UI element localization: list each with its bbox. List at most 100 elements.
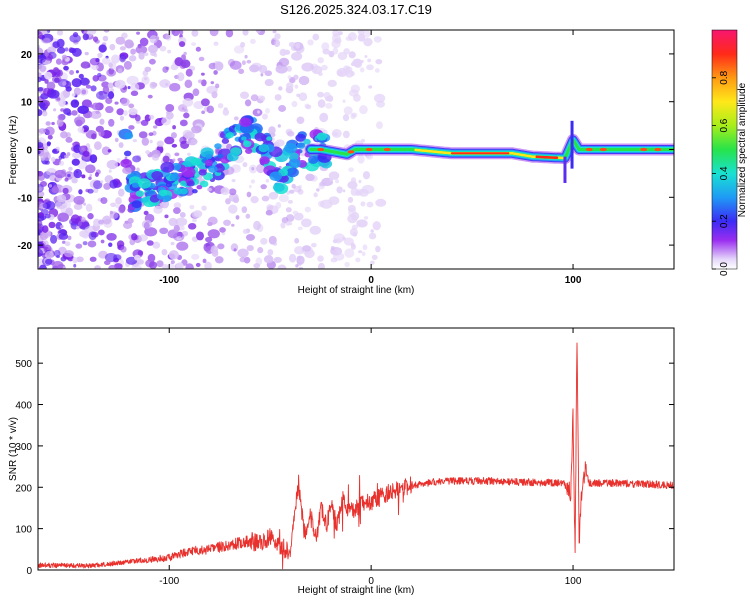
spectrogram-noise-blob (363, 216, 369, 220)
spectrogram-noise-blob (246, 245, 254, 252)
spectrogram-noise-blob (207, 221, 213, 227)
spectrogram-noise-blob (130, 90, 139, 97)
spectrogram-noise-blob (123, 110, 128, 116)
spectrogram-noise-blob (44, 251, 54, 259)
spectrogram-noise-blob (179, 119, 188, 127)
spectrogram-noise-blob (65, 137, 73, 143)
spectrogram-noise-blob (233, 45, 245, 54)
spectrogram-noise-blob (91, 64, 99, 70)
spectrogram-noise-blob (83, 202, 86, 206)
spectrogram-noise-blob (101, 81, 110, 88)
spectrogram-noise-blob (229, 60, 242, 70)
spectrogram-ridge-blob (316, 132, 328, 141)
spectrogram-noise-blob (214, 61, 224, 71)
spectrogram-noise-blob (331, 128, 342, 138)
spectrogram-noise-blob (145, 150, 150, 155)
spectrogram-noise-blob (57, 212, 69, 222)
spectrogram-noise-blob (170, 241, 175, 246)
spectrogram-ridge-blob (184, 169, 193, 176)
spectrogram-noise-blob (359, 105, 368, 115)
spectrogram-ridge-blob (259, 156, 270, 165)
spectrogram-noise-blob (71, 158, 80, 166)
spectrogram-noise-blob (161, 264, 169, 269)
spectrogram-noise-blob (331, 39, 341, 49)
spectrogram-noise-blob (57, 114, 65, 121)
spectrogram-noise-blob (294, 246, 305, 255)
spectrogram-noise-blob (91, 102, 100, 111)
spectrogram-noise-blob (277, 124, 281, 128)
spectrogram-noise-blob (253, 263, 261, 269)
spectrogram-noise-blob (265, 178, 270, 183)
snr-x-tick-label: -100 (159, 576, 179, 587)
spectrogram-noise-blob (260, 184, 267, 190)
spectrogram-noise-blob (348, 167, 354, 172)
spectrogram-noise-blob (50, 234, 58, 244)
spectrogram-ridge-blob (254, 132, 266, 142)
spectrogram-noise-blob (100, 180, 104, 184)
spectrogram-noise-blob (295, 42, 301, 49)
spectrogram-noise-blob (44, 213, 51, 219)
spectrogram-noise-blob (257, 247, 264, 254)
spectrogram-noise-blob (375, 198, 387, 207)
spectrogram-noise-blob (321, 64, 328, 71)
spectrogram-noise-blob (128, 125, 135, 130)
spectrogram-noise-blob (192, 218, 197, 223)
spectrogram-noise-blob (58, 155, 63, 160)
spectrogram-noise-blob (89, 154, 98, 164)
spectrogram-ridge-blob (244, 148, 253, 155)
spectrogram-noise-blob (151, 154, 160, 161)
spectrogram-noise-blob (263, 255, 274, 264)
spectrogram-noise-blob (118, 205, 126, 214)
spectrogram-noise-blob (133, 254, 141, 261)
spectrogram-noise-blob (147, 94, 153, 99)
spectrogram-noise-blob (73, 263, 77, 268)
spectrogram-noise-blob (48, 184, 53, 188)
spectrogram-noise-blob (355, 190, 361, 197)
spectrogram-noise-blob (342, 130, 350, 139)
spectrogram-noise-blob (74, 100, 78, 104)
spectrogram-noise-blob (148, 261, 158, 269)
spectrogram-noise-blob (350, 243, 356, 250)
spectrogram-noise-blob (77, 105, 89, 115)
snr-line (38, 342, 674, 570)
spectrogram-noise-blob (62, 81, 67, 86)
snr-y-axis-label: SNR (10 * v/v) (8, 417, 19, 481)
spectrogram-noise-blob (109, 43, 116, 51)
spectrogram-noise-blob (118, 142, 124, 148)
spectrogram-ridge-blob (186, 180, 195, 187)
spectrogram-noise-blob (92, 75, 99, 82)
spectrogram-noise-blob (58, 232, 69, 240)
spectrogram-noise-blob (94, 265, 101, 269)
spectrogram-ridge-blob (226, 152, 239, 162)
spectrogram-noise-blob (368, 85, 373, 89)
spectrogram-noise-blob (46, 81, 56, 91)
spectrogram-noise-blob (274, 139, 285, 147)
spectrogram-noise-blob (264, 78, 274, 87)
spectrogram-noise-blob (38, 109, 43, 117)
spectrogram-noise-blob (138, 52, 145, 60)
spectrogram-ridge-blob (160, 161, 175, 173)
spectrogram-noise-blob (275, 201, 282, 209)
spectrogram-noise-blob (77, 126, 85, 133)
spectrogram-noise-blob (291, 100, 298, 108)
spectrogram-y-tick-label: 0 (26, 146, 32, 157)
spectrogram-noise-blob (350, 71, 355, 77)
spectrogram-noise-blob (73, 144, 82, 154)
spectrogram-noise-blob (202, 258, 207, 264)
spectrogram-noise-blob (342, 114, 350, 122)
spectrogram-noise-blob (38, 224, 42, 229)
spectrogram-noise-blob (138, 234, 148, 242)
spectrogram-noise-blob (244, 54, 248, 59)
spectrogram-ridge-blob (217, 153, 224, 159)
spectrogram-noise-blob (127, 86, 131, 90)
spectrogram-ridge-blob (296, 142, 306, 149)
spectrogram-noise-blob (85, 164, 96, 174)
spectrogram-noise-blob (239, 91, 250, 100)
spectrogram-noise-blob (38, 76, 42, 83)
spectrogram-noise-blob (219, 227, 226, 233)
spectrogram-noise-blob (119, 46, 126, 51)
spectrogram-noise-blob (264, 70, 273, 77)
spectrogram-noise-blob (168, 250, 179, 260)
